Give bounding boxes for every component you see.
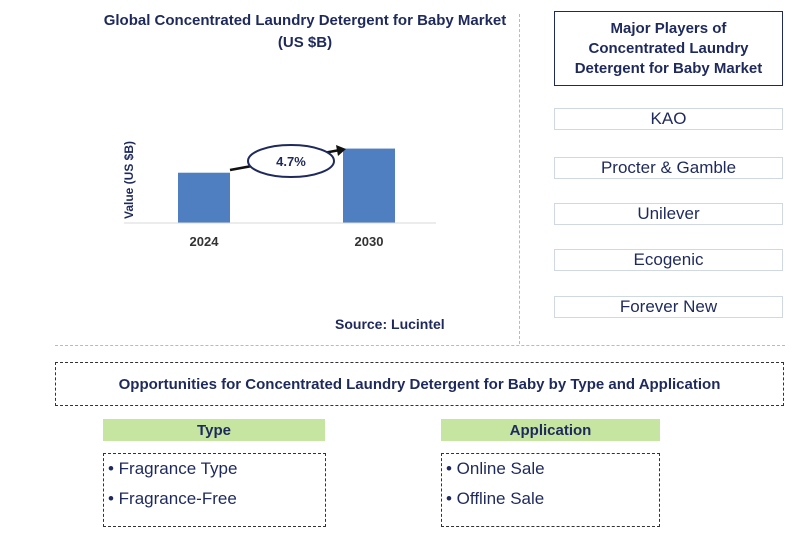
- cagr-annotation: 4.7%: [229, 144, 346, 178]
- application-header: Application: [441, 419, 660, 441]
- type-item-fragrance-free: • Fragrance-Free: [108, 489, 237, 508]
- player-ecogenic: Ecogenic: [554, 249, 783, 271]
- chart-title: Global Concentrated Laundry Detergent fo…: [103, 12, 507, 51]
- type-list: • Fragrance Type • Fragrance-Free: [103, 453, 326, 527]
- bar-2024: [178, 172, 230, 223]
- x-tick-2024: 2024: [190, 234, 220, 249]
- player-unilever: Unilever: [554, 203, 783, 225]
- application-item-offline-sale: • Offline Sale: [446, 489, 545, 508]
- bar-chart: Value (US $B) 2024 2030 4.7%: [122, 141, 436, 249]
- y-axis-label: Value (US $B): [122, 141, 136, 219]
- x-tick-2030: 2030: [355, 234, 384, 249]
- type-header: Type: [103, 419, 325, 441]
- cagr-arrowhead: [336, 145, 346, 156]
- cagr-ellipse: [247, 144, 335, 178]
- player-kao: KAO: [554, 108, 783, 130]
- vertical-divider: [519, 14, 520, 344]
- type-item-fragrance-type: • Fragrance Type: [108, 459, 238, 478]
- application-list: • Online Sale • Offline Sale: [441, 453, 660, 527]
- player-forever-new: Forever New: [554, 296, 783, 318]
- cagr-label: 4.7%: [276, 154, 306, 169]
- bar-2030: [343, 148, 395, 223]
- major-players-title: Major Players of Concentrated Laundry De…: [554, 11, 783, 86]
- source-note: Source: Lucintel: [335, 316, 445, 332]
- player-procter-gamble: Procter & Gamble: [554, 157, 783, 179]
- horizontal-divider: [55, 345, 785, 346]
- opportunities-title: Opportunities for Concentrated Laundry D…: [55, 362, 784, 406]
- application-item-online-sale: • Online Sale: [446, 459, 545, 478]
